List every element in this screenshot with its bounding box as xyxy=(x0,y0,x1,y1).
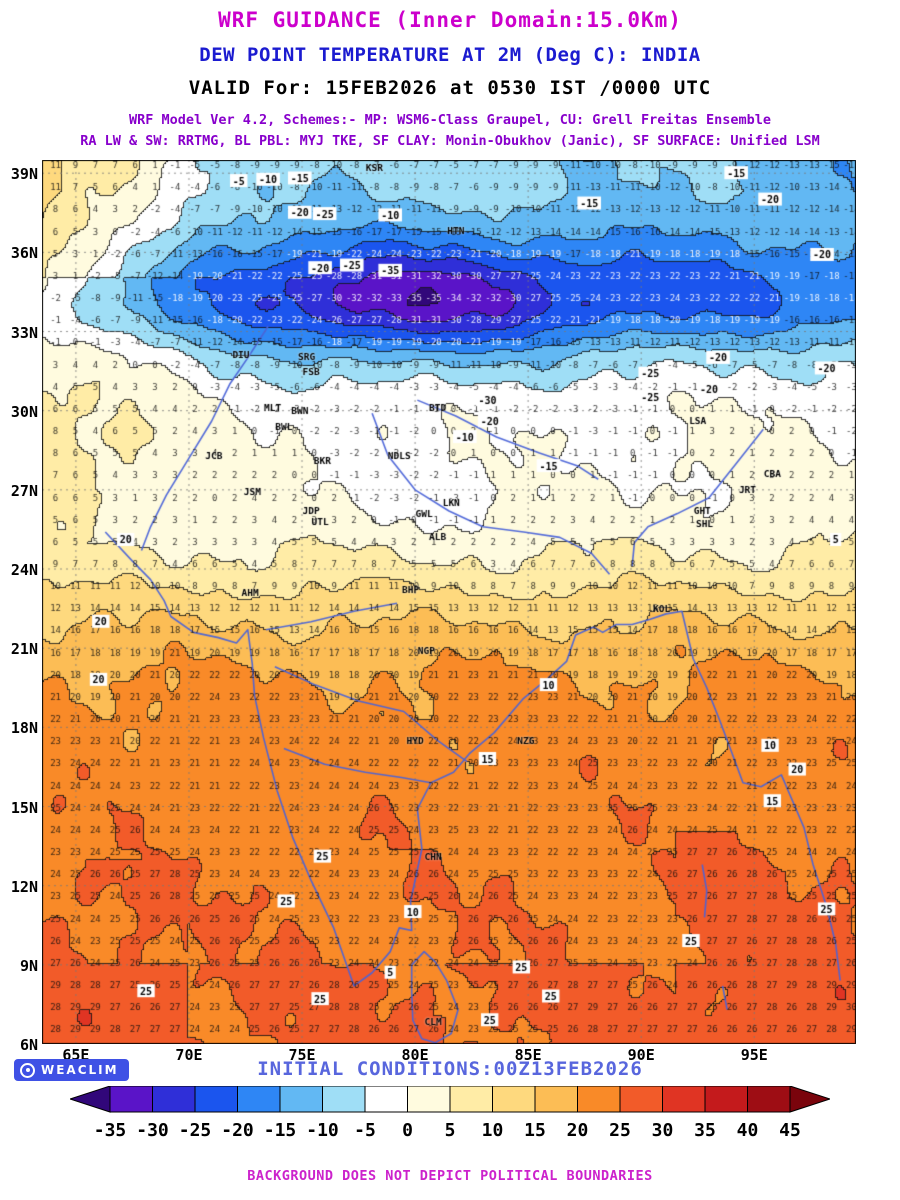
lat-tick-15N: 15N xyxy=(10,798,38,817)
colorbar-tick-label: 0 xyxy=(402,1120,413,1141)
lat-tick-24N: 24N xyxy=(10,561,38,579)
colorbar-tick-label: -20 xyxy=(221,1120,254,1141)
colorbar-segment xyxy=(237,1086,281,1113)
colorbar-tick-label: 25 xyxy=(609,1120,631,1141)
lat-tick-12N: 12N xyxy=(10,877,38,896)
colorbar-segment xyxy=(704,1086,748,1113)
colorbar-left-arrow xyxy=(70,1086,111,1113)
colorbar-right-arrow xyxy=(789,1086,830,1113)
lat-tick-39N: 39N xyxy=(10,165,38,184)
colorbar-segment xyxy=(194,1086,238,1113)
colorbar-segment xyxy=(109,1086,153,1113)
page-title: WRF GUIDANCE (Inner Domain:15.0Km) xyxy=(218,8,682,32)
colorbar-tick-label: 30 xyxy=(652,1120,674,1141)
lat-tick-33N: 33N xyxy=(10,323,38,342)
colorbar-tick-label: 45 xyxy=(779,1120,801,1141)
lat-tick-9N: 9N xyxy=(19,956,38,975)
lat-tick-30N: 30N xyxy=(10,402,38,421)
model-config-line1: WRF Model Ver 4.2, Schemes:- MP: WSM6-Cl… xyxy=(128,112,772,128)
lat-tick-21N: 21N xyxy=(10,640,38,659)
colorbar-segment xyxy=(407,1086,451,1113)
colorbar-tick-label: -25 xyxy=(179,1120,212,1141)
background-disclaimer: BACKGROUND DOES NOT DEPICT POLITICAL BOU… xyxy=(247,1168,653,1184)
weaclim-logo-text: WEACLIM xyxy=(41,1063,119,1077)
colorbar-tick-label: 10 xyxy=(482,1120,504,1141)
colorbar-segment xyxy=(619,1086,663,1113)
lat-tick-27N: 27N xyxy=(10,481,38,500)
colorbar-segment xyxy=(322,1086,366,1113)
weaclim-logo-icon-dot xyxy=(25,1068,30,1072)
colorbar-segment xyxy=(534,1086,578,1113)
colorbar-segment xyxy=(662,1086,706,1113)
colorbar-segment xyxy=(279,1086,323,1113)
colorbar-segment xyxy=(577,1086,621,1113)
colorbar-segment xyxy=(492,1086,536,1113)
colorbar-tick-label: 40 xyxy=(737,1120,759,1141)
initial-conditions-label: INITIAL CONDITIONS:00Z13FEB2026 xyxy=(257,1058,643,1080)
field-subtitle: DEW POINT TEMPERATURE AT 2M (Deg C): IND… xyxy=(199,44,701,66)
colorbar-legend: -35 -30 -25 -20 -15 -10 -5 0 5 10 15 20 25 30 35 40 45 xyxy=(70,1086,830,1141)
colorbar-tick-label: -35 xyxy=(94,1120,127,1141)
model-config-line2: RA LW & SW: RRTMG, BL PBL: MYJ TKE, SF C… xyxy=(80,133,820,149)
colorbar-segment xyxy=(747,1086,791,1113)
colorbar-tick-label: -5 xyxy=(354,1120,376,1141)
colorbar-tick-label: 5 xyxy=(445,1120,456,1141)
lat-tick-6N: 6N xyxy=(19,1036,38,1054)
colorbar-segment xyxy=(449,1086,493,1113)
colorbar-tick-label: -30 xyxy=(136,1120,169,1141)
colorbar-tick-label: 15 xyxy=(524,1120,546,1141)
dewpoint-filled-contour-map xyxy=(42,160,856,1044)
lat-tick-18N: 18N xyxy=(10,719,38,738)
valid-time-line: VALID For: 15FEB2026 at 0530 IST /0000 U… xyxy=(188,77,712,99)
colorbar-tick-label: -10 xyxy=(306,1120,339,1141)
weaclim-logo-icon xyxy=(20,1062,35,1078)
lat-tick-36N: 36N xyxy=(10,244,38,263)
colorbar-segment xyxy=(152,1086,196,1113)
colorbar-tick-label: -15 xyxy=(264,1120,297,1141)
colorbar-tick-label: 20 xyxy=(567,1120,589,1141)
colorbar-tick-label: 35 xyxy=(694,1120,716,1141)
colorbar-segment xyxy=(364,1086,408,1113)
weaclim-logo: WEACLIM xyxy=(14,1059,129,1081)
